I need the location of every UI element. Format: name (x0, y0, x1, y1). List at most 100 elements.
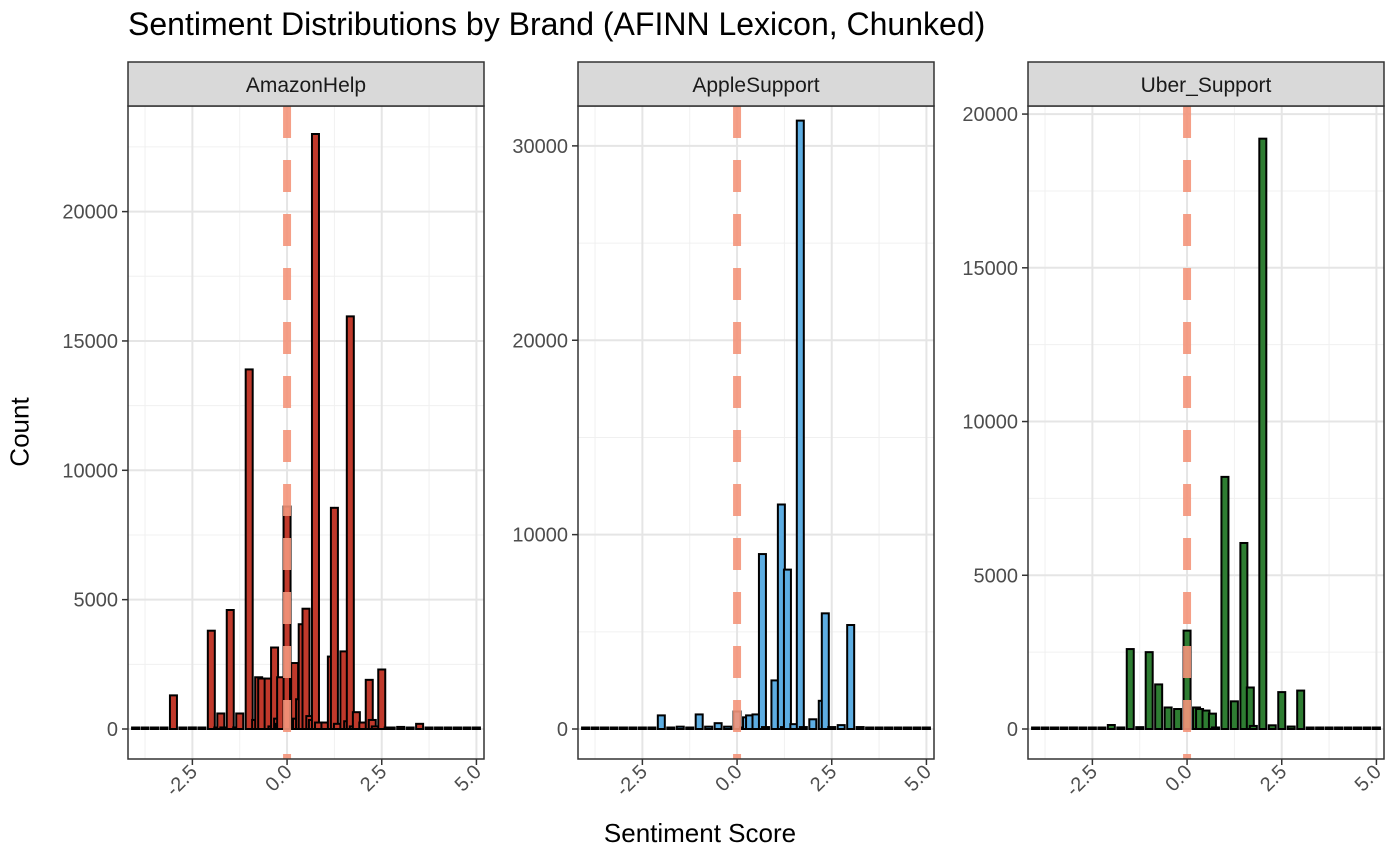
histogram-bar (855, 726, 865, 731)
histogram-bar (760, 726, 770, 731)
histogram-bar (1154, 683, 1164, 730)
x-tick-label: -2.5 (612, 761, 652, 801)
histogram-bar (795, 119, 805, 730)
histogram-bar (704, 725, 714, 730)
histogram-bar (1040, 726, 1050, 730)
histogram-bar (415, 722, 425, 731)
histogram-bar (1116, 726, 1126, 731)
histogram-bar (1068, 726, 1078, 731)
histogram-bar (462, 726, 472, 730)
histogram-bar (386, 726, 396, 730)
facet-strip (577, 61, 935, 107)
y-tick-label: 20000 (62, 202, 118, 224)
facet-strip-label: AppleSupport (692, 74, 819, 97)
histogram-bar (1125, 648, 1135, 730)
histogram-bar (1334, 726, 1344, 730)
histogram-bar (131, 726, 141, 730)
histogram-bar (244, 368, 254, 730)
histogram-bar (1296, 689, 1306, 730)
histogram-bar (846, 624, 856, 731)
facet-strip-label: AmazonHelp (246, 74, 366, 97)
histogram-bar (1371, 726, 1381, 730)
y-tick-label: 20000 (512, 330, 568, 352)
histogram-bar (836, 724, 846, 730)
histogram-bar (396, 725, 406, 730)
histogram-bar (1362, 726, 1372, 730)
histogram-bar (820, 612, 830, 730)
histogram-bar (675, 725, 685, 730)
histogram-bar (351, 711, 361, 730)
histogram-bar (618, 726, 628, 730)
histogram-bar (197, 726, 207, 730)
x-tick-label: 0.0 (711, 761, 746, 796)
y-tick-label: 10000 (512, 525, 568, 547)
x-axis-label: Sentiment Score (603, 818, 797, 848)
x-tick-label: 0.0 (1161, 761, 1196, 796)
facet-strip-label: Uber_Support (1141, 74, 1272, 97)
histogram-bar (150, 726, 160, 730)
histogram-bar (310, 133, 320, 730)
histogram-bar (329, 506, 339, 730)
histogram-bar (656, 714, 666, 730)
facet-strip (127, 61, 485, 107)
x-tick-label: 5.0 (901, 761, 936, 796)
x-tick-label: 0.0 (261, 761, 296, 796)
histogram-bar (1220, 475, 1230, 730)
histogram-bar (1097, 726, 1107, 730)
histogram-bar (452, 726, 462, 730)
histogram-bar (912, 726, 922, 730)
histogram-bar (713, 722, 723, 731)
histogram-bar (1248, 724, 1258, 730)
histogram-bar (1050, 726, 1060, 730)
y-tick-label: 15000 (62, 331, 118, 353)
histogram-bar (235, 712, 245, 731)
facet-strip (1027, 61, 1385, 107)
histogram-bar (902, 726, 912, 730)
histogram-bar (1210, 726, 1220, 731)
y-tick-label: 20000 (962, 104, 1018, 126)
histogram-bar (666, 726, 676, 730)
x-tick-label: 2.5 (356, 761, 391, 796)
histogram-bar (187, 726, 197, 730)
y-tick-label: 0 (1007, 719, 1018, 741)
histogram-bar (168, 694, 178, 731)
chart-title: Sentiment Distributions by Brand (AFINN … (128, 6, 986, 42)
histogram-bar (827, 726, 837, 731)
histogram-bar (1078, 726, 1088, 730)
histogram-bar (893, 726, 903, 730)
histogram-bar (1245, 686, 1255, 731)
histogram-bar (921, 726, 931, 730)
histogram-bar (884, 726, 894, 730)
x-tick-label: 5.0 (451, 761, 486, 796)
histogram-bar (723, 725, 733, 730)
y-tick-label: 5000 (74, 590, 119, 612)
histogram-bar (159, 726, 169, 730)
histogram-bar (345, 315, 355, 730)
histogram-bar (1267, 724, 1277, 730)
histogram-bar (1144, 651, 1154, 731)
x-tick-label: 2.5 (1256, 761, 1291, 796)
histogram-bar (600, 726, 610, 730)
histogram-bar (225, 609, 235, 730)
y-tick-label: 15000 (962, 258, 1018, 280)
histogram-bar (1324, 726, 1334, 730)
histogram-bar (1173, 708, 1183, 731)
histogram-bar (1352, 726, 1362, 730)
histogram-bar (434, 726, 444, 730)
histogram-bar (874, 726, 884, 730)
histogram-bar (1059, 726, 1069, 730)
panel-background (1028, 106, 1384, 759)
histogram-bar (1315, 726, 1325, 730)
y-tick-label: 5000 (974, 565, 1019, 587)
histogram-bar (1277, 691, 1287, 731)
x-tick-label: -2.5 (1062, 761, 1102, 801)
x-tick-label: 2.5 (806, 761, 841, 796)
histogram-bar (1087, 726, 1097, 730)
histogram-bar (1106, 724, 1116, 731)
x-tick-label: -2.5 (162, 761, 202, 801)
histogram-bar (424, 726, 434, 730)
histogram-bar (1286, 725, 1296, 730)
histogram-bar (377, 668, 387, 730)
histogram-bar (140, 726, 150, 730)
